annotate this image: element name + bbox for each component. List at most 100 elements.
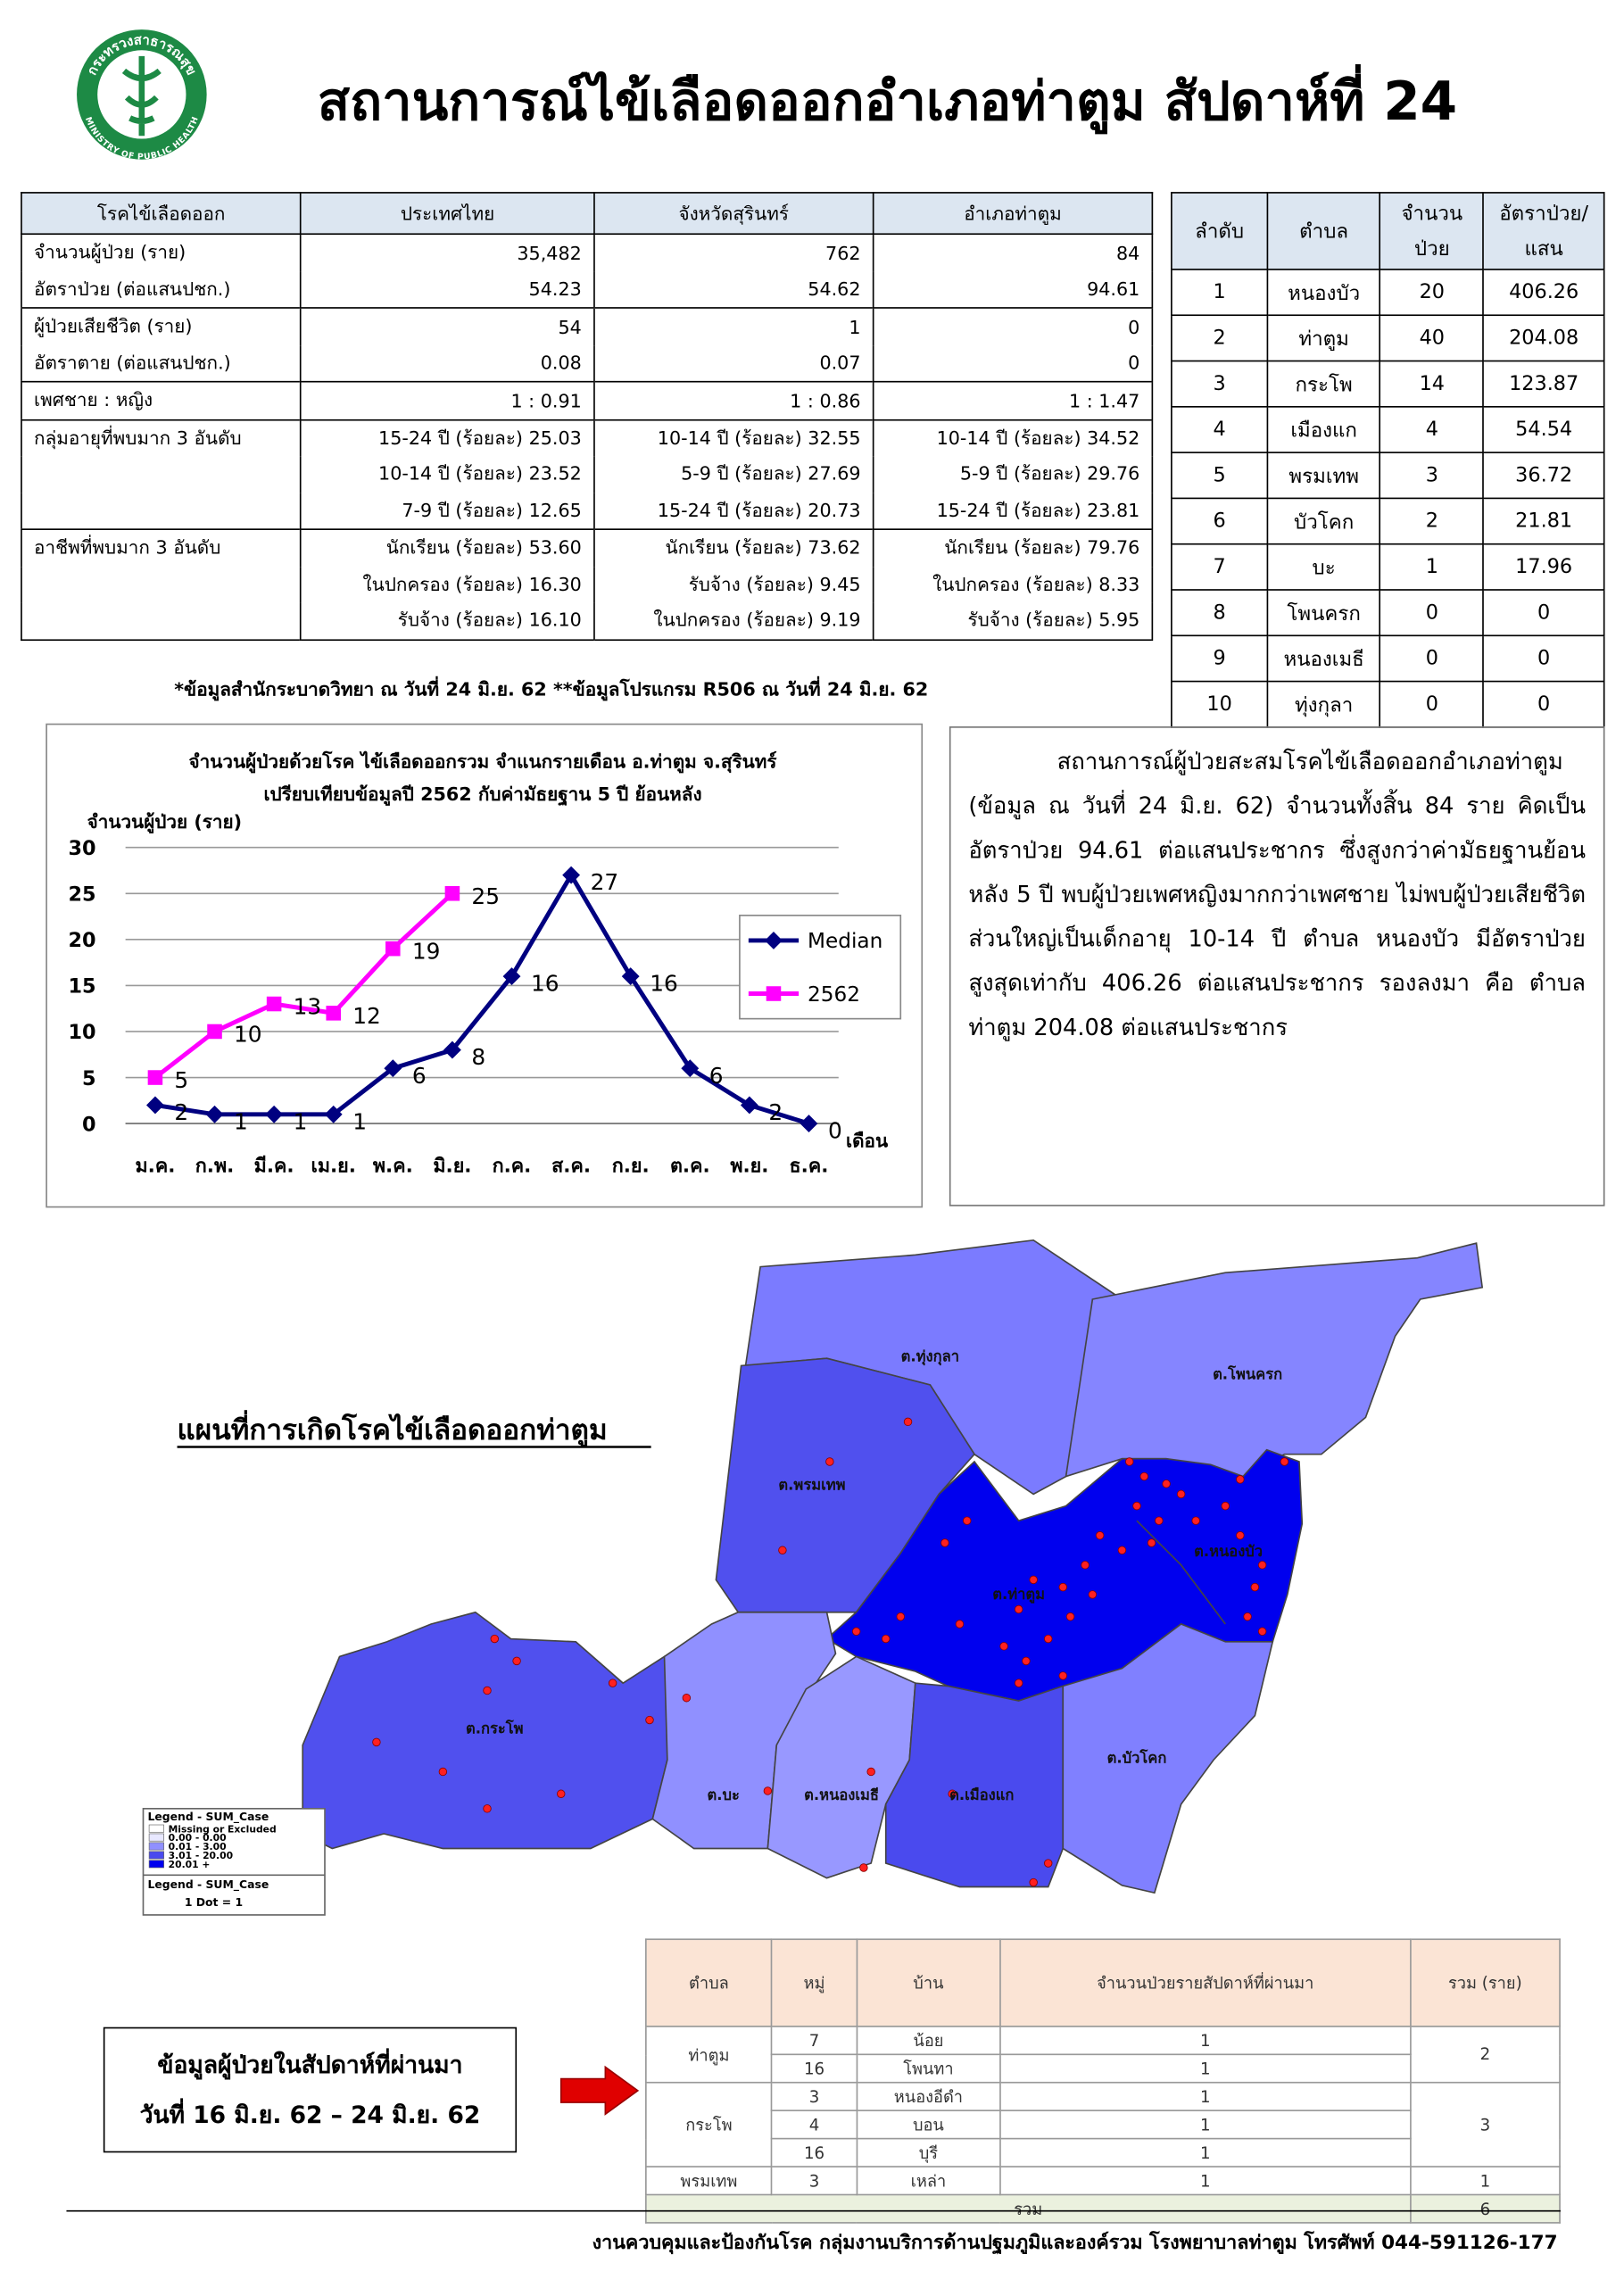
row-label-blank bbox=[21, 566, 302, 603]
cell: 1 bbox=[1380, 543, 1485, 591]
x-tick-label: ก.ย. bbox=[612, 1156, 650, 1178]
arrow-shape bbox=[559, 2065, 640, 2116]
point bbox=[444, 886, 460, 901]
case-dot bbox=[1014, 1604, 1023, 1614]
legend-note: 1 Dot = 1 bbox=[185, 1895, 243, 1909]
cell: 21.81 bbox=[1482, 497, 1605, 545]
subdistrict-cell: พรมเทพ bbox=[645, 2166, 773, 2196]
header-cell: จำนวนป่วยรายสัปดาห์ที่ผ่านมา bbox=[998, 1938, 1412, 2027]
cell: บุรี bbox=[856, 2137, 1001, 2168]
cell: 8 bbox=[1171, 589, 1269, 637]
row: เพศชาย : หญิง 1 : 0.91 1 : 0.86 1 : 1.47 bbox=[21, 381, 1154, 419]
data-label: 1 bbox=[234, 1108, 248, 1134]
case-dot bbox=[763, 1786, 773, 1795]
case-dot bbox=[1095, 1531, 1105, 1540]
weekly-box-line: วันที่ 16 มิ.ย. 62 – 24 มิ.ย. 62 bbox=[139, 2100, 481, 2129]
data-label: 16 bbox=[531, 971, 559, 997]
page-title: สถานการณ์ไข้เลือดออกอำเภอท่าตูม สัปดาห์ท… bbox=[317, 72, 1458, 133]
header-cell: จำนวนป่วย bbox=[1380, 192, 1485, 270]
x-tick-label: เม.ย. bbox=[311, 1156, 355, 1178]
cell: โพนทา bbox=[856, 2053, 1001, 2084]
chart: จำนวนผู้ป่วยด้วยโรค ไข้เลือดออกรวม จำแนก… bbox=[68, 750, 902, 1178]
cell: ทุ่งกุลา bbox=[1266, 680, 1381, 728]
case-dot bbox=[1065, 1612, 1075, 1621]
x-tick-label: ธ.ค. bbox=[790, 1156, 829, 1178]
value-cell: รับจ้าง (ร้อยละ) 5.95 bbox=[873, 602, 1154, 640]
cell: 36.72 bbox=[1482, 452, 1605, 500]
subdistrict-label: ต.เมืองแก bbox=[949, 1786, 1014, 1803]
row: ในปกครอง (ร้อยละ) 16.30 รับจ้าง (ร้อยละ) … bbox=[21, 566, 1154, 603]
table-head: โรคไข้เลือดออก ประเทศไทย จังหวัดสุรินทร์ อำ… bbox=[21, 192, 1154, 236]
subdistrict-label: ต.หนองเมธี bbox=[804, 1786, 879, 1803]
subdistrict-label: ต.โพนครก bbox=[1213, 1364, 1282, 1382]
value-cell: นักเรียน (ร้อยละ) 79.76 bbox=[873, 529, 1154, 567]
subdistrict-label: ต.กระโพ bbox=[466, 1719, 524, 1737]
legend-marker bbox=[766, 986, 782, 1001]
cell: 9 bbox=[1171, 634, 1269, 683]
footer-rule bbox=[66, 2209, 1561, 2212]
summary-text: สถานการณ์ผู้ป่วยสะสมโรคไข้เลือดออกอำเภอท… bbox=[949, 726, 1605, 1206]
data-label: 2 bbox=[768, 1099, 783, 1125]
row-label-blank bbox=[21, 456, 302, 493]
header-cell: อำเภอท่าตูม bbox=[872, 192, 1154, 236]
value-cell: 1 : 0.91 bbox=[301, 381, 595, 419]
case-dot bbox=[963, 1516, 972, 1525]
y-tick-label: 0 bbox=[82, 1113, 96, 1136]
cell: 406.26 bbox=[1482, 269, 1605, 317]
case-dot bbox=[1088, 1590, 1098, 1599]
cell: 4 bbox=[1171, 405, 1269, 453]
legend-title: Legend - SUM_Case bbox=[147, 1810, 269, 1824]
cell: พรมเทพ bbox=[1266, 452, 1381, 500]
row: กลุ่มอายุที่พบมาก 3 อันดับ 15-24 ปี (ร้อย… bbox=[21, 419, 1154, 457]
header-cell: บ้าน bbox=[856, 1938, 1001, 2027]
header-row: โรคไข้เลือดออก ประเทศไทย จังหวัดสุรินทร์ อำ… bbox=[21, 192, 1154, 236]
point bbox=[326, 1006, 341, 1021]
legend-swatch bbox=[148, 1833, 164, 1842]
y-tick-label: 20 bbox=[68, 929, 95, 952]
cell: หนองเมธี bbox=[1266, 634, 1381, 683]
x-tick-label: ก.ค. bbox=[493, 1156, 532, 1178]
data-label: 25 bbox=[471, 883, 500, 909]
chart-title: จำนวนผู้ป่วยด้วยโรค ไข้เลือดออกรวม จำแนก… bbox=[189, 750, 778, 774]
value-cell: 54.23 bbox=[301, 270, 595, 308]
case-dot bbox=[608, 1678, 617, 1687]
case-dot bbox=[1058, 1671, 1067, 1680]
case-dot bbox=[1058, 1582, 1067, 1592]
value-cell: 15-24 ปี (ร้อยละ) 23.81 bbox=[873, 492, 1154, 530]
row-group: จำนวนผู้ป่วย (ราย) 35,482 762 84 อัตราป่วย (… bbox=[21, 234, 1154, 308]
case-dot bbox=[1250, 1582, 1260, 1592]
case-dot bbox=[1029, 1575, 1038, 1585]
data-label: 27 bbox=[591, 869, 619, 895]
data-label: 6 bbox=[412, 1063, 427, 1089]
row: 16 บุรี 1 bbox=[646, 2137, 1560, 2168]
row-group: กลุ่มอายุที่พบมาก 3 อันดับ 15-24 ปี (ร้อย… bbox=[21, 419, 1154, 530]
legend-title: Legend - SUM_Case bbox=[147, 1877, 269, 1892]
data-label: 19 bbox=[412, 939, 441, 965]
case-dot bbox=[645, 1715, 654, 1725]
value-cell: 54.62 bbox=[593, 270, 874, 308]
case-dot bbox=[1044, 1859, 1053, 1868]
row: ท่าตูม 7 น้อย 1 2 bbox=[645, 2026, 1561, 2084]
case-dot bbox=[1162, 1480, 1171, 1488]
footnote: *ข้อมูลสำนักระบาดวิทยา ณ วันที่ 24 มิ.ย.… bbox=[174, 677, 929, 700]
value-cell: 35,482 bbox=[301, 234, 595, 271]
header-row: ลำดับ ตำบล จำนวนป่วย อัตราป่วย/แสน bbox=[1171, 192, 1605, 270]
header-cell: ตำบล bbox=[645, 1938, 773, 2027]
cell: 1 bbox=[998, 2053, 1412, 2084]
point bbox=[266, 996, 282, 1012]
case-dot bbox=[1125, 1457, 1134, 1466]
case-dot bbox=[1236, 1531, 1245, 1540]
data-label: 13 bbox=[294, 994, 322, 1020]
cell: 0 bbox=[1482, 680, 1605, 728]
map-title: แผนที่การเกิดโรคไข้เลือดออกท่าตูม bbox=[178, 1410, 608, 1447]
chart-subtitle: เปรียบเทียบข้อมูลปี 2562 กับค่ามัธยฐาน 5… bbox=[264, 783, 702, 807]
weekly-box-line: ข้อมูลผู้ป่วยในสัปดาห์ที่ผ่านมา bbox=[157, 2050, 463, 2078]
point bbox=[800, 1115, 818, 1133]
point bbox=[207, 1024, 222, 1040]
cell: 4 bbox=[1380, 405, 1485, 453]
case-dot bbox=[483, 1686, 492, 1695]
cell: โพนครก bbox=[1266, 589, 1381, 637]
logo: กระทรวงสาธารณสุข MINISTRY OF PUBLIC HEAL… bbox=[77, 29, 207, 162]
